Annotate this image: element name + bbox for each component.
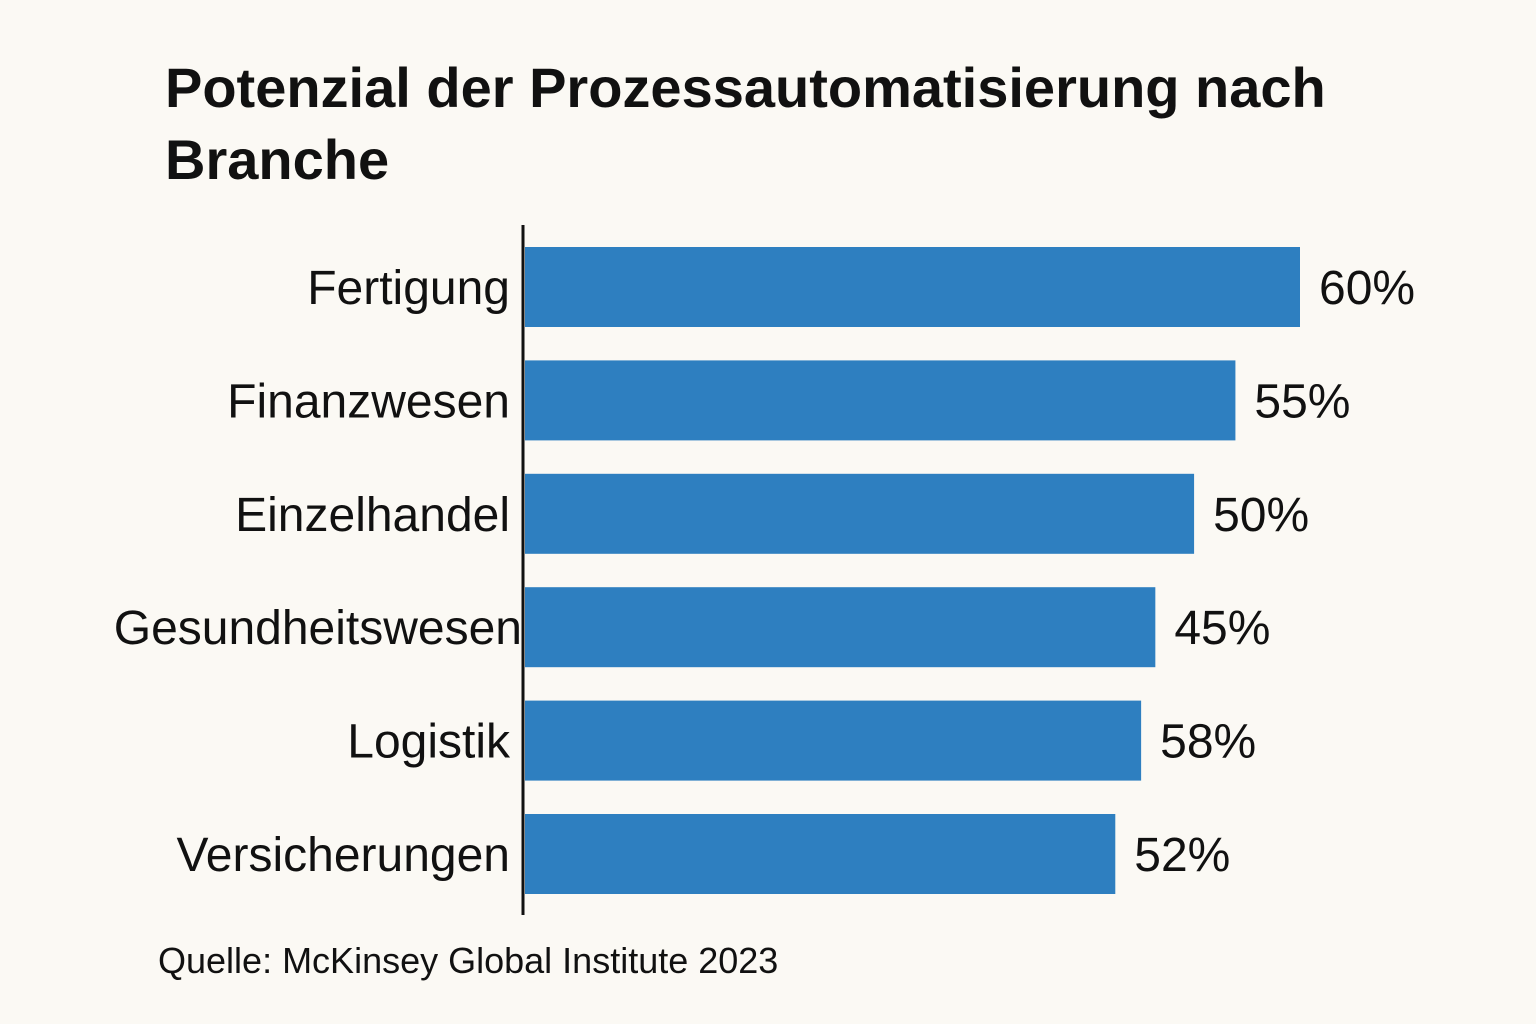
data-label: 45% [1174,602,1270,655]
source-note: Quelle: McKinsey Global Institute 2023 [158,940,779,981]
category-label: Einzelhandel [235,489,510,542]
bar [525,360,1236,441]
data-label: 52% [1134,829,1230,882]
chart-title: Potenzial der Prozessautomatisierung nac… [165,56,1326,191]
category-label: Fertigung [307,262,510,315]
bar [525,587,1156,668]
category-label: Logistik [347,716,511,769]
bar [525,473,1195,554]
bar [525,814,1116,894]
bar [525,247,1300,327]
data-label: 55% [1254,375,1350,428]
category-label: Versicherungen [176,829,510,882]
data-label: 58% [1160,716,1256,769]
category-label: Gesundheitswesen [114,602,522,655]
category-label: Finanzwesen [227,375,510,428]
data-label: 50% [1213,489,1309,542]
data-label: 60% [1319,262,1415,315]
bar [525,700,1142,781]
